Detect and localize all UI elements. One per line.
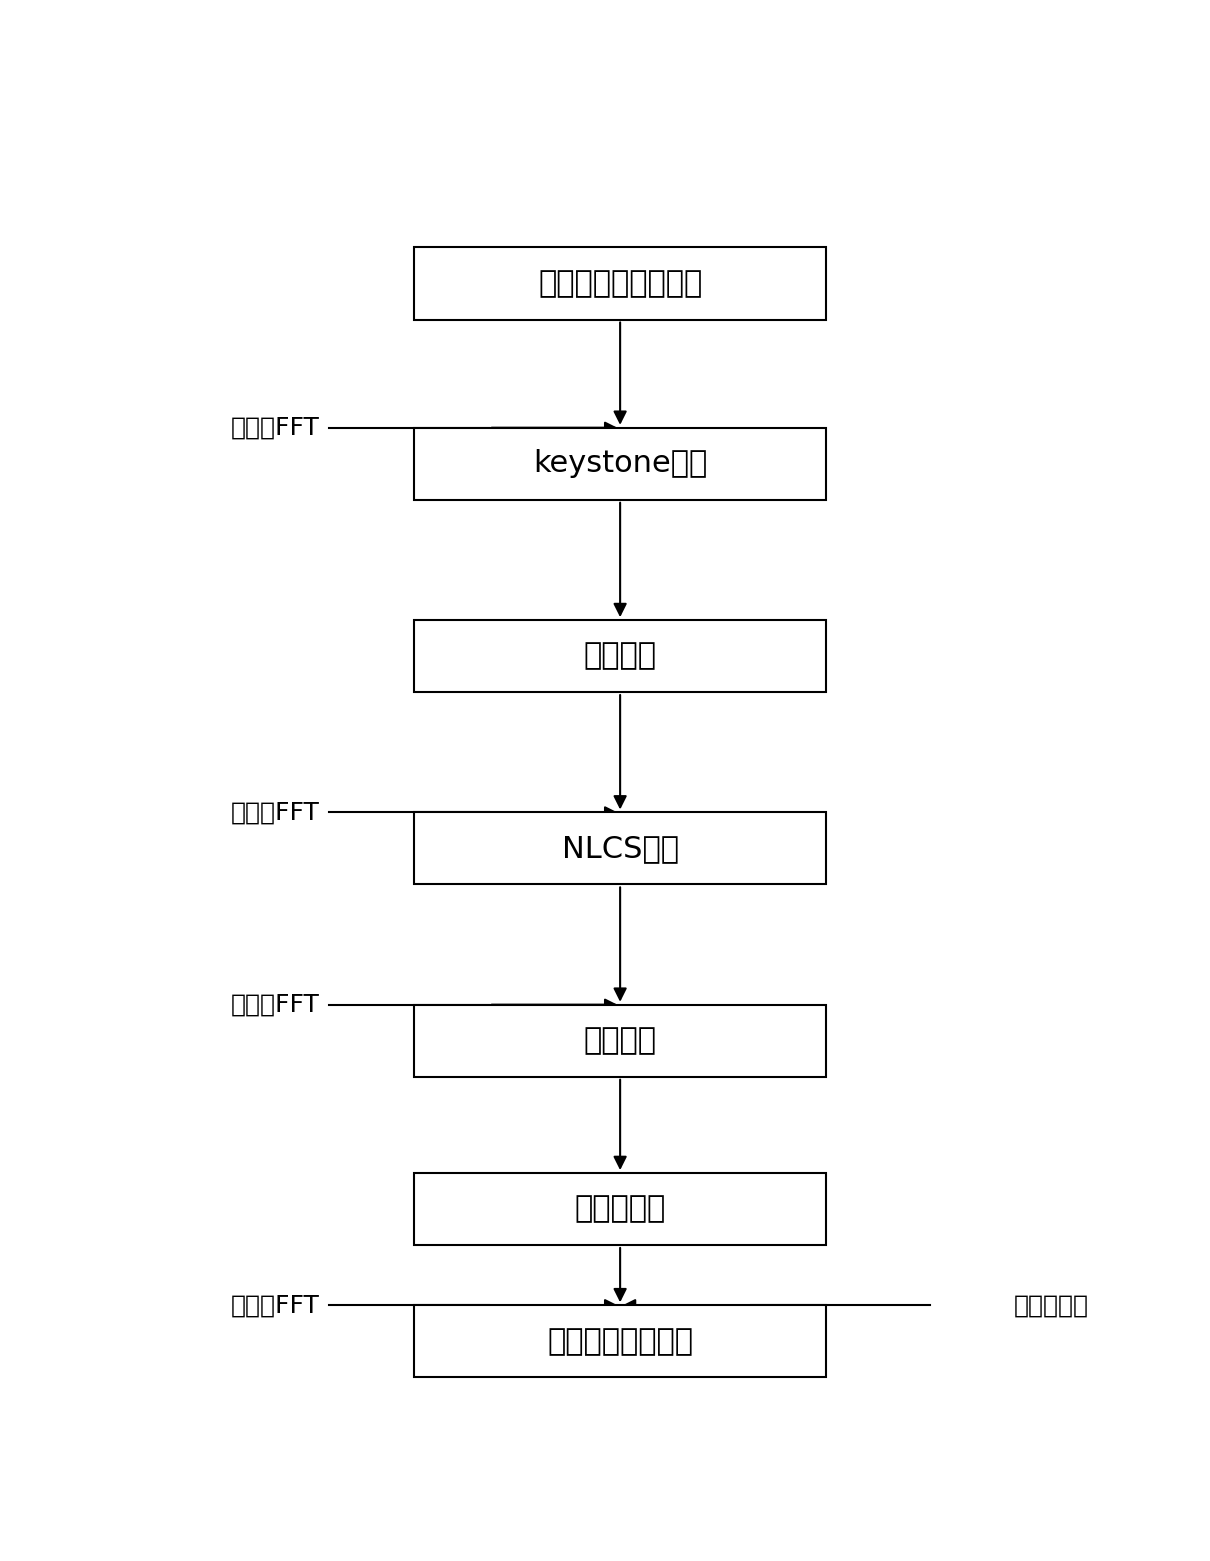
Text: 图像域成像: 图像域成像 (575, 1194, 666, 1224)
Text: NLCS补偿: NLCS补偿 (561, 834, 679, 863)
Bar (414, 428, 826, 500)
Bar (414, 1305, 826, 1377)
Text: 方位压缩: 方位压缩 (583, 1026, 657, 1055)
Text: keystone变换: keystone变换 (532, 450, 708, 478)
Text: 多通道两脉冲对消: 多通道两脉冲对消 (547, 1327, 693, 1355)
Text: 权矩阵估计: 权矩阵估计 (1014, 1293, 1089, 1317)
Text: 距离压缩: 距离压缩 (583, 642, 657, 671)
Bar (414, 248, 826, 320)
Text: 距离向FFT: 距离向FFT (231, 415, 319, 440)
Text: 多通道原始回波数据: 多通道原始回波数据 (538, 268, 702, 298)
Text: 方位向FFT: 方位向FFT (231, 993, 319, 1016)
Text: 方位向FFT: 方位向FFT (231, 1293, 319, 1317)
Bar (414, 620, 826, 692)
Text: 距离向FFT: 距离向FFT (231, 801, 319, 824)
Bar (414, 812, 826, 885)
Bar (414, 1172, 826, 1246)
Bar (414, 1005, 826, 1077)
